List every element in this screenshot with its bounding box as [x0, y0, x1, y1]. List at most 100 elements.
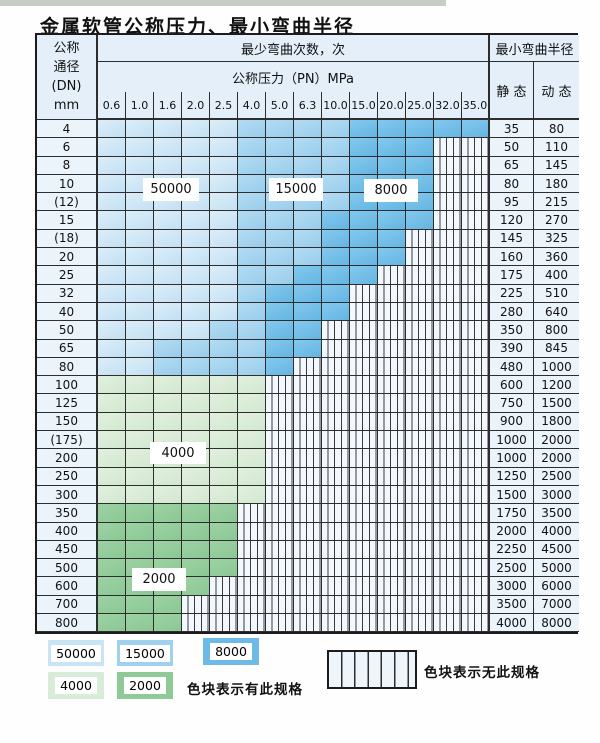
cycle-zone-cell [322, 394, 350, 413]
header-pressure-value: 6.3 [294, 92, 322, 120]
dynamic-radius-cell: 145 [534, 156, 579, 175]
cycle-zone-cell [322, 321, 350, 340]
legend-swatch-label: 2000 [124, 677, 166, 694]
static-radius-cell: 3000 [490, 577, 534, 596]
dn-cell: (18) [37, 229, 98, 249]
cycle-zone-cell [98, 376, 126, 395]
cycle-zone-cell [322, 559, 350, 578]
cycle-zone-cell [434, 394, 462, 413]
cycle-zone-cell [266, 138, 294, 157]
static-radius-cell: 900 [490, 412, 534, 432]
cycle-zone-cell [98, 467, 126, 486]
static-radius-cell: 3500 [490, 595, 534, 615]
cycle-zone-cell [266, 431, 294, 450]
cycle-zone-cell [182, 211, 210, 230]
cycle-zone-cell [434, 485, 462, 505]
cycle-zone-cell [462, 357, 490, 377]
cycle-zone-cell [126, 120, 154, 139]
cycle-zone-cell [182, 614, 210, 633]
cycle-zone-cell [182, 577, 210, 596]
cycle-zone-cell [266, 522, 294, 541]
dynamic-radius-cell: 215 [534, 193, 579, 212]
header-cycles-title: 最少弯曲次数，次 [98, 35, 490, 62]
cycle-zone-cell [406, 248, 434, 267]
legend-swatch-4000: 4000 [48, 672, 104, 699]
static-radius-cell: 1250 [490, 467, 534, 486]
cycle-zone-cell [434, 174, 462, 194]
cycle-zone-cell [350, 248, 378, 267]
dn-cell: 100 [37, 376, 98, 395]
cycle-zone-cell [294, 614, 322, 633]
cycle-zone-cell [210, 339, 238, 358]
cycle-zone-cell [294, 211, 322, 230]
cycle-zone-cell [378, 559, 406, 578]
cycle-zone-cell [154, 211, 182, 230]
cycle-zone-cell [210, 504, 238, 523]
cycle-zone-cell [322, 431, 350, 450]
header-radius-title: 最小弯曲半径 [490, 35, 579, 62]
cycle-zone-cell [350, 522, 378, 541]
dynamic-radius-cell: 270 [534, 211, 579, 230]
cycle-zone-cell [350, 284, 378, 303]
header-dn-line: (DN) [51, 79, 82, 94]
dn-cell: 40 [37, 302, 98, 322]
static-radius-cell: 35 [490, 120, 534, 139]
cycle-zone-cell [406, 302, 434, 322]
cycle-zone-cell [238, 485, 266, 505]
cycle-zone-cell [210, 577, 238, 596]
cycle-zone-cell [322, 412, 350, 432]
cycle-zone-cell [210, 266, 238, 285]
dynamic-radius-cell: 640 [534, 302, 579, 322]
cycle-zone-cell [266, 211, 294, 230]
cycle-zone-cell [238, 248, 266, 267]
dynamic-radius-cell: 180 [534, 174, 579, 194]
cycle-zone-cell [406, 412, 434, 432]
page-title: 金属软管公称压力、最小弯曲半径 [40, 16, 356, 38]
page-edge-strip [0, 0, 446, 6]
cycle-zone-cell [210, 376, 238, 395]
cycle-zone-cell [210, 321, 238, 340]
cycle-zone-cell [462, 394, 490, 413]
cycle-zone-cell [98, 138, 126, 157]
header-pressure-title: 公称压力（PN）MPa [98, 62, 490, 92]
cycle-zone-cell [350, 156, 378, 175]
cycle-zone-cell [294, 248, 322, 267]
cycle-zone-cell [154, 467, 182, 486]
cycle-zone-cell [126, 229, 154, 249]
cycle-zone-cell [238, 376, 266, 395]
cycle-zone-cell [462, 449, 490, 468]
cycle-zone-cell [350, 431, 378, 450]
cycle-zone-cell [378, 467, 406, 486]
cycle-zone-cell [294, 394, 322, 413]
cycle-zone-cell [406, 284, 434, 303]
cycle-zone-cell [126, 394, 154, 413]
cycle-zone-cell [98, 412, 126, 432]
cycle-zone-cell [182, 321, 210, 340]
static-radius-cell: 390 [490, 339, 534, 358]
cycle-zone-cell [322, 248, 350, 267]
cycle-zone-cell [378, 229, 406, 249]
cycle-zone-cell [322, 193, 350, 212]
cycle-zone-cell [238, 302, 266, 322]
cycle-zone-cell [406, 339, 434, 358]
cycle-zone-cell [210, 284, 238, 303]
cycle-zone-cell [238, 138, 266, 157]
cycle-zone-cell [406, 211, 434, 230]
dn-cell: (175) [37, 431, 98, 450]
cycle-zone-cell [406, 485, 434, 505]
cycle-zone-cell [210, 467, 238, 486]
static-radius-cell: 350 [490, 321, 534, 340]
cycle-zone-cell [378, 522, 406, 541]
cycle-zone-cell [126, 156, 154, 175]
dn-cell: 600 [37, 577, 98, 596]
cycle-zone-cell [182, 266, 210, 285]
cycle-zone-cell [266, 559, 294, 578]
cycle-zone-cell [350, 449, 378, 468]
cycle-zone-cell [294, 120, 322, 139]
cycle-zone-cell [210, 595, 238, 615]
cycle-zone-cell [294, 284, 322, 303]
cycle-zone-cell [210, 394, 238, 413]
cycle-zone-cell [126, 412, 154, 432]
cycle-zone-cell [434, 449, 462, 468]
dynamic-radius-cell: 1000 [534, 357, 579, 377]
